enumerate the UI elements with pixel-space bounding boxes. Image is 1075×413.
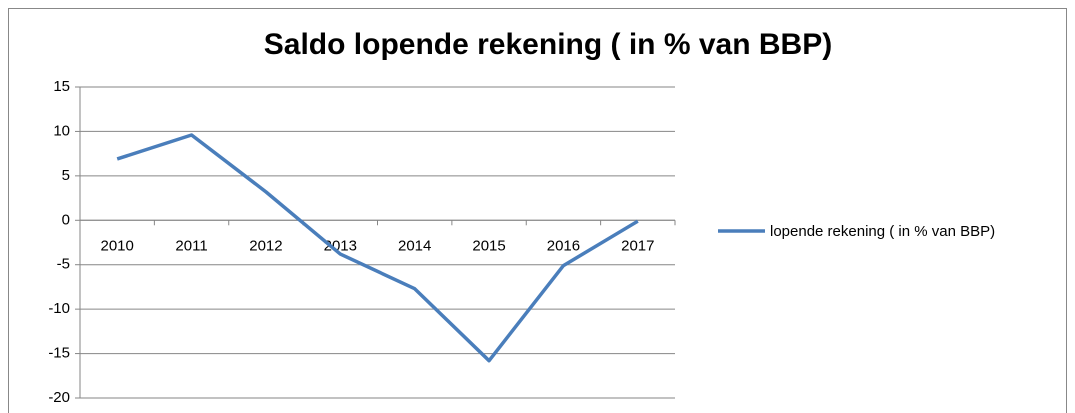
series-line xyxy=(116,133,639,363)
y-tick-label: 0 xyxy=(62,211,70,228)
y-tick-label: -15 xyxy=(48,345,70,362)
y-tick-label: -20 xyxy=(48,389,70,406)
y-tick-label: 15 xyxy=(53,78,70,95)
x-tick-label: 2014 xyxy=(398,237,431,254)
y-tick-label: -10 xyxy=(48,300,70,317)
y-tick-label: -5 xyxy=(57,256,70,273)
x-tick-label: 2016 xyxy=(547,237,580,254)
y-tick-label: 10 xyxy=(53,122,70,139)
legend-label: lopende rekening ( in % van BBP) xyxy=(770,223,996,240)
y-tick-label: 5 xyxy=(62,167,70,184)
chart-title: Saldo lopende rekening ( in % van BBP) xyxy=(264,28,832,61)
chart-border xyxy=(8,8,1067,413)
x-tick-label: 2013 xyxy=(324,237,357,254)
x-tick-label: 2015 xyxy=(472,237,505,254)
x-tick-label: 2012 xyxy=(249,237,282,254)
x-tick-label: 2010 xyxy=(101,237,134,254)
x-tick-label: 2011 xyxy=(175,237,207,254)
x-tick-label: 2017 xyxy=(621,237,654,254)
